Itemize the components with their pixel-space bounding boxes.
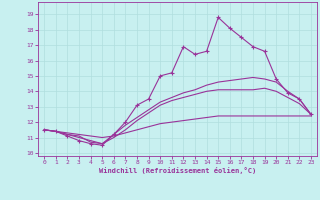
X-axis label: Windchill (Refroidissement éolien,°C): Windchill (Refroidissement éolien,°C) [99,167,256,174]
